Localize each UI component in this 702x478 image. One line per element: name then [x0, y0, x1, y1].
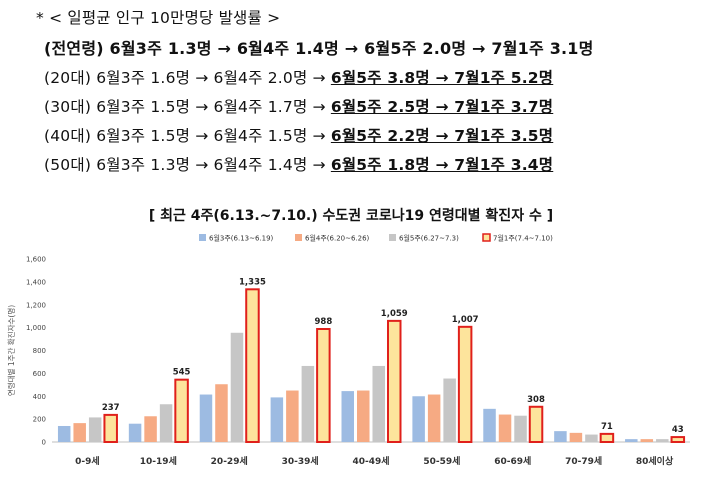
y-tick-label: 0 [42, 439, 46, 447]
bar [599, 432, 615, 444]
notes-heading: * < 일평균 인구 10만명당 발생률 > [36, 9, 281, 27]
x-tick-label: 60-69세 [494, 455, 531, 467]
bar [387, 319, 402, 443]
data-label: 237 [102, 403, 120, 413]
notes-row-40s: (40대) 6월3주 1.5명 → 6월4주 1.5명 → 6월5주 2.2명 … [44, 124, 553, 146]
notes-row-plain: 6월3주 1.5명 → 6월4주 1.7명 → [91, 98, 331, 116]
bar [625, 439, 638, 442]
bar [528, 405, 544, 444]
notes-row-plain: 6월3주 1.3명 → 6월4주 1.4명 → [91, 156, 331, 174]
bar [427, 394, 441, 442]
x-tick-label: 20-29세 [211, 455, 248, 467]
y-tick-label: 1,600 [26, 256, 46, 264]
x-tick-label: 0-9세 [75, 455, 100, 467]
notes-row-emphasis: 6월5주 1.8명 → 7월1주 3.4명 [330, 156, 554, 174]
bar [316, 327, 331, 443]
legend-swatch [295, 234, 302, 241]
x-tick-label: 30-39세 [282, 455, 319, 467]
bar [57, 425, 71, 442]
legend-label: 6월5주(6.27~7.3) [399, 234, 459, 243]
x-tick-label: 10-19세 [140, 455, 177, 467]
bar [159, 404, 173, 442]
legend-swatch [482, 233, 491, 242]
bar-chart: 연령대별 1주간 확진자수(명) 0 200 400 600 800 1,000 1,200 1… [6, 233, 690, 467]
legend-swatch [199, 234, 206, 241]
bar [286, 390, 299, 442]
x-tick-label: 80세이상 [636, 455, 674, 467]
bar [483, 408, 496, 442]
bar [656, 439, 669, 442]
bar [245, 288, 260, 444]
data-label: 308 [527, 395, 545, 405]
data-label: 1,335 [239, 277, 266, 287]
bar [301, 365, 315, 442]
notes-row-plain: 6월3주 1.6명 → 6월4주 2.0명 → [91, 69, 331, 87]
notes-row-emphasis: 6월5주 2.2명 → 7월1주 3.5명 [330, 127, 554, 145]
bar [357, 390, 370, 442]
bar [88, 417, 102, 442]
legend-label: 6월3주(6.13~6.19) [209, 234, 274, 243]
data-label: 988 [314, 317, 332, 327]
bar [569, 432, 583, 442]
bar [144, 416, 157, 442]
bar [230, 332, 244, 442]
bar [443, 378, 456, 442]
bar [174, 378, 189, 443]
y-tick-label: 1,200 [26, 301, 46, 309]
y-tick-label: 1,000 [26, 324, 46, 332]
y-tick-label: 600 [33, 370, 46, 378]
bar [585, 434, 598, 442]
x-tick-label: 70-79세 [565, 455, 602, 467]
notes-row-group: (30대) [44, 98, 92, 116]
bar [514, 415, 527, 442]
chart-title: [ 최근 4주(6.13.~7.10.) 수도권 코로나19 연령대별 확진자 … [148, 208, 554, 224]
notes-row-emphasis: 6월5주 3.8명 → 7월1주 5.2명 [330, 69, 554, 87]
bar [457, 325, 473, 443]
notes-row-group: (50대) [44, 156, 92, 174]
y-tick-label: 200 [33, 416, 46, 424]
bar [412, 396, 425, 442]
bar [103, 413, 118, 444]
data-label: 1,059 [381, 309, 408, 319]
data-label: 1,007 [452, 315, 479, 325]
legend-swatch [389, 234, 396, 241]
bar [372, 365, 385, 442]
x-tick-label: 50-59세 [423, 455, 460, 467]
notes-all-ages: (전연령) 6월3주 1.3명 → 6월4주 1.4명 → 6월5주 2.0명 … [44, 39, 594, 58]
notes-row-plain: 6월3주 1.5명 → 6월4주 1.5명 → [91, 127, 331, 145]
bar [670, 436, 686, 444]
y-axis-label: 연령대별 1주간 확진자수(명) [6, 305, 16, 396]
bar [554, 431, 567, 442]
x-tick-label: 40-49세 [352, 455, 389, 467]
notes-row-group: (40대) [44, 127, 92, 145]
bar [199, 394, 213, 442]
bar [73, 423, 86, 442]
y-tick-label: 1,400 [26, 278, 46, 286]
legend-label: 7월1주(7.4~7.10) [493, 234, 553, 243]
data-label: 71 [601, 422, 613, 432]
notes-row-group: (20대) [44, 69, 92, 87]
bar [128, 423, 142, 442]
bar [498, 414, 512, 442]
bar [341, 391, 354, 442]
legend-label: 6월4주(6.20~6.26) [305, 234, 370, 243]
notes-row-30s: (30대) 6월3주 1.5명 → 6월4주 1.7명 → 6월5주 2.5명 … [44, 95, 553, 117]
bar [270, 397, 284, 442]
data-label: 43 [672, 425, 684, 435]
notes-row-20s: (20대) 6월3주 1.6명 → 6월4주 2.0명 → 6월5주 3.8명 … [44, 66, 553, 88]
y-tick-label: 800 [33, 347, 46, 355]
bar [215, 384, 228, 442]
notes-row-emphasis: 6월5주 2.5명 → 7월1주 3.7명 [330, 98, 554, 116]
data-label: 545 [173, 368, 191, 378]
notes-row-50s: (50대) 6월3주 1.3명 → 6월4주 1.4명 → 6월5주 1.8명 … [44, 153, 553, 175]
bar [640, 439, 654, 442]
y-tick-label: 400 [33, 393, 46, 401]
